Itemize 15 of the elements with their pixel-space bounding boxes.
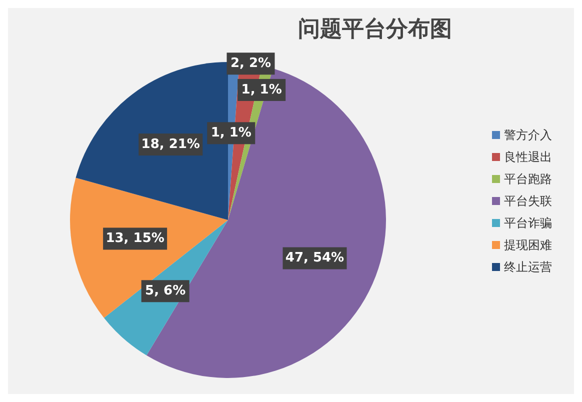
legend-label: 终止运营 [504,259,552,276]
data-label: 5, 6% [145,284,186,299]
data-label: 13, 15% [106,231,164,246]
legend-label: 良性退出 [504,149,552,166]
data-label: 1, 1% [210,126,252,141]
chart-title: 问题平台分布图 [298,15,452,44]
data-label: 2, 2% [230,56,272,72]
legend-label: 平台失联 [504,193,552,210]
legend-label: 警方介入 [504,127,552,144]
legend-label: 提现困难 [504,237,552,254]
legend-label: 平台跑路 [504,171,552,188]
data-label: 18, 21% [141,137,200,152]
data-label: 1, 1% [241,82,282,98]
data-label: 47, 54% [285,250,344,266]
legend-label: 平台诈骗 [504,215,552,232]
